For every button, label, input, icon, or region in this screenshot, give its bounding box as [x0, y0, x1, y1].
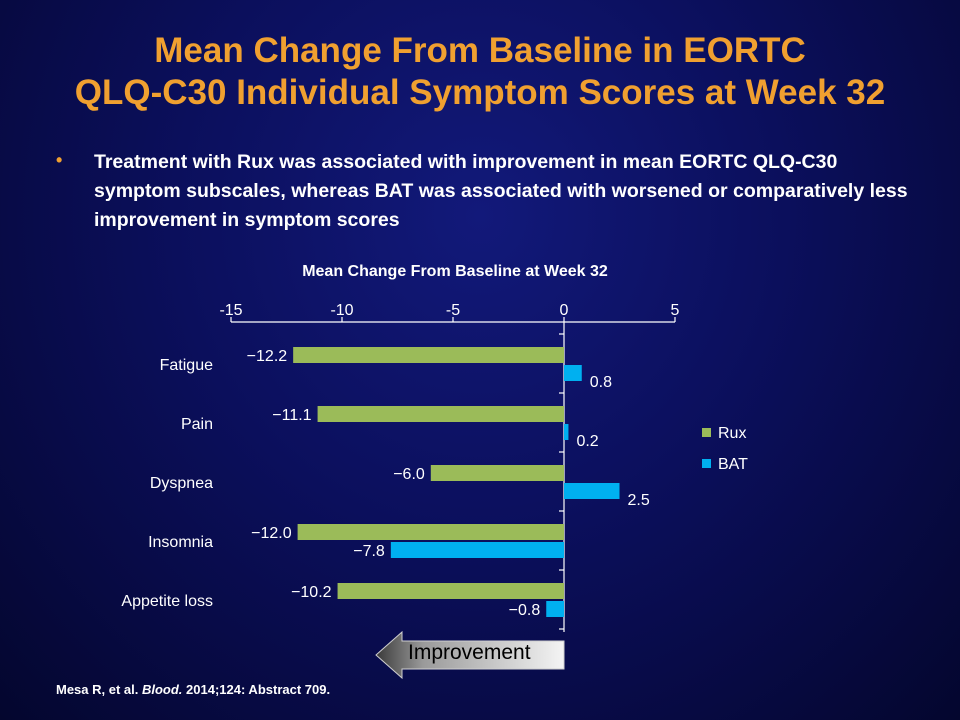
- rux-bar: [297, 524, 564, 540]
- rux-data-label: −6.0: [393, 466, 425, 483]
- legend-swatch: [702, 428, 711, 437]
- bat-bar: [564, 424, 569, 440]
- bat-data-label: 0.8: [590, 374, 612, 391]
- slide-title-line-1: Mean Change From Baseline in EORTC: [154, 31, 806, 70]
- slide-title: Mean Change From Baseline in EORTC QLQ-C…: [0, 30, 960, 114]
- bat-bar: [564, 365, 582, 381]
- bat-bar: [564, 483, 620, 499]
- x-tick-label: -10: [330, 302, 353, 319]
- bullet-text: Treatment with Rux was associated with i…: [94, 151, 908, 231]
- x-tick-label: 5: [671, 302, 680, 319]
- bat-data-label: 0.2: [576, 433, 598, 450]
- x-tick-label: 0: [560, 302, 569, 319]
- rux-data-label: −12.2: [247, 348, 288, 365]
- rux-data-label: −11.1: [272, 407, 311, 424]
- x-tick-label: -5: [446, 302, 460, 319]
- bat-bar: [390, 542, 564, 558]
- citation-authors: Mesa R, et al.: [56, 682, 142, 697]
- x-tick-label: -15: [219, 302, 242, 319]
- chart-title: Mean Change From Baseline at Week 32: [302, 263, 608, 280]
- legend-label: Rux: [718, 425, 746, 442]
- category-label: Dyspnea: [150, 475, 213, 492]
- citation-details: 2014;124: Abstract 709.: [182, 682, 331, 697]
- slide-title-line-2: QLQ-C30 Individual Symptom Scores at Wee…: [74, 73, 886, 112]
- bat-data-label: −0.8: [509, 602, 541, 619]
- citation: Mesa R, et al. Blood. 2014;124: Abstract…: [56, 682, 330, 697]
- rux-data-label: −10.2: [291, 584, 332, 601]
- rux-bar: [430, 465, 564, 481]
- bullet-dot-icon: •: [56, 150, 63, 170]
- category-label: Pain: [181, 416, 213, 433]
- rux-bar: [337, 583, 564, 599]
- category-label: Fatigue: [160, 357, 213, 374]
- bullet-point: • Treatment with Rux was associated with…: [56, 148, 916, 235]
- bat-data-label: −7.8: [353, 543, 385, 560]
- category-label: Insomnia: [148, 534, 213, 551]
- rux-bar: [317, 406, 564, 422]
- improvement-label: Improvement: [408, 641, 531, 664]
- legend-swatch: [702, 459, 711, 468]
- citation-journal: Blood.: [141, 682, 183, 697]
- category-label: Appetite loss: [121, 593, 213, 610]
- bat-bar: [546, 601, 564, 617]
- legend-label: BAT: [718, 456, 748, 473]
- bat-data-label: 2.5: [628, 492, 650, 509]
- improvement-arrow-icon: [375, 630, 565, 680]
- rux-bar: [293, 347, 564, 363]
- rux-data-label: −12.0: [251, 525, 292, 542]
